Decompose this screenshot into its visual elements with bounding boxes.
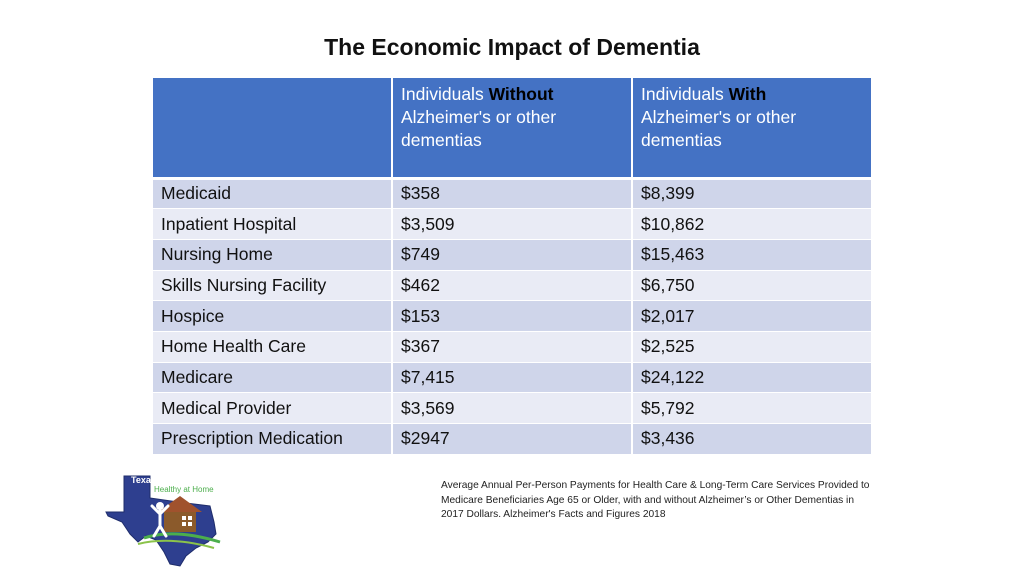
table-row: Skills Nursing Facility $462 $6,750 bbox=[153, 270, 871, 302]
table-row: Inpatient Hospital $3,509 $10,862 bbox=[153, 208, 871, 240]
cost-with: $15,463 bbox=[632, 239, 871, 271]
table-row: Hospice $153 $2,017 bbox=[153, 300, 871, 332]
table-row: Medicaid $358 $8,399 bbox=[153, 178, 871, 210]
header-with-suffix: Alzheimer's or other dementias bbox=[641, 107, 797, 150]
cost-without: $462 bbox=[392, 270, 633, 302]
cost-with: $3,436 bbox=[632, 423, 871, 455]
cost-without: $358 bbox=[392, 178, 633, 210]
cost-table: Individuals Without Alzheimer's or other… bbox=[153, 78, 871, 455]
cost-with: $5,792 bbox=[632, 392, 871, 424]
cost-without: $2947 bbox=[392, 423, 633, 455]
header-cell-with: Individuals With Alzheimer's or other de… bbox=[632, 78, 871, 180]
header-cell-without: Individuals Without Alzheimer's or other… bbox=[392, 78, 633, 180]
row-label: Prescription Medication bbox=[153, 423, 393, 455]
cost-without: $7,415 bbox=[392, 362, 633, 394]
table-row: Prescription Medication $2947 $3,436 bbox=[153, 423, 871, 455]
texas-map-house-person-icon bbox=[105, 475, 221, 567]
header-with-emphasis: With bbox=[728, 84, 767, 104]
row-label: Medicaid bbox=[153, 178, 393, 210]
cost-with: $24,122 bbox=[632, 362, 871, 394]
texas-healthy-at-home-logo: Texas Healthy at Home bbox=[104, 472, 224, 568]
row-label: Hospice bbox=[153, 300, 393, 332]
cost-without: $153 bbox=[392, 300, 633, 332]
header-cell-blank bbox=[153, 78, 393, 180]
table-header-row: Individuals Without Alzheimer's or other… bbox=[153, 78, 871, 180]
header-without-prefix: Individuals bbox=[401, 84, 489, 104]
cost-with: $6,750 bbox=[632, 270, 871, 302]
cost-with: $10,862 bbox=[632, 208, 871, 240]
row-label: Home Health Care bbox=[153, 331, 393, 363]
cost-with: $8,399 bbox=[632, 178, 871, 210]
cost-without: $367 bbox=[392, 331, 633, 363]
table-row: Nursing Home $749 $15,463 bbox=[153, 239, 871, 271]
row-label: Inpatient Hospital bbox=[153, 208, 393, 240]
logo-texas-label: Texas bbox=[131, 475, 156, 485]
header-without-emphasis: Without bbox=[488, 84, 554, 104]
row-label: Nursing Home bbox=[153, 239, 393, 271]
slide-title: The Economic Impact of Dementia bbox=[324, 34, 700, 60]
table-row: Medicare $7,415 $24,122 bbox=[153, 362, 871, 394]
row-label: Medical Provider bbox=[153, 392, 393, 424]
row-label: Skills Nursing Facility bbox=[153, 270, 393, 302]
cost-without: $749 bbox=[392, 239, 633, 271]
cost-without: $3,509 bbox=[392, 208, 633, 240]
source-footnote: Average Annual Per-Person Payments for H… bbox=[441, 480, 870, 520]
table-row: Medical Provider $3,569 $5,792 bbox=[153, 392, 871, 424]
header-without-suffix: Alzheimer's or other dementias bbox=[401, 107, 557, 150]
cost-without: $3,569 bbox=[392, 392, 633, 424]
cost-with: $2,525 bbox=[632, 331, 871, 363]
row-label: Medicare bbox=[153, 362, 393, 394]
cost-with: $2,017 bbox=[632, 300, 871, 332]
header-with-prefix: Individuals bbox=[641, 84, 729, 104]
table-row: Home Health Care $367 $2,525 bbox=[153, 331, 871, 363]
logo-brand-label: Healthy at Home bbox=[154, 485, 214, 494]
